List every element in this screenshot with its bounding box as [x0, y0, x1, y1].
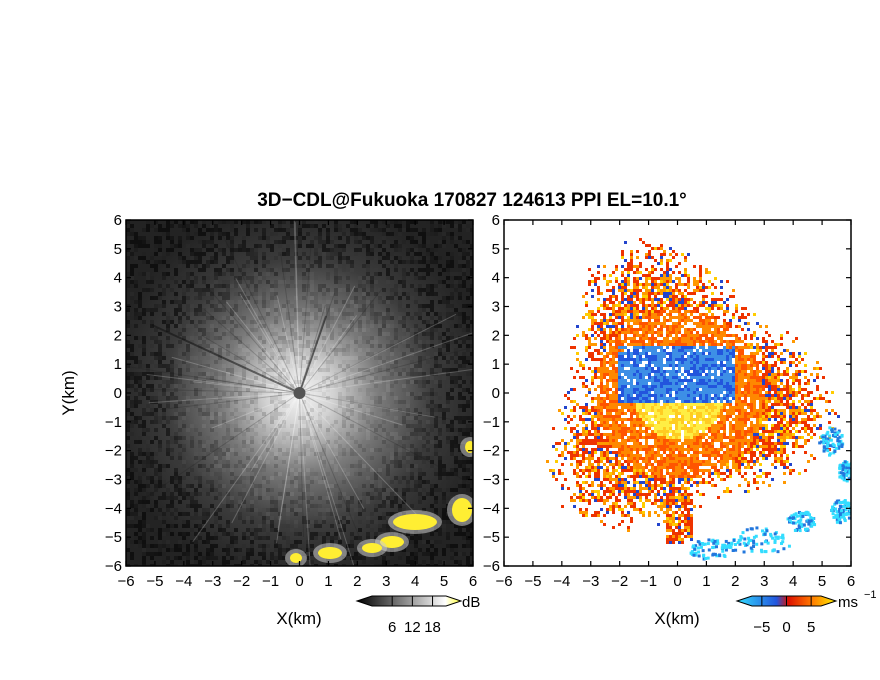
x-tick-label: 1 [702, 573, 710, 590]
y-tick-label: 0 [114, 385, 122, 402]
x-tick-label: 5 [440, 573, 448, 590]
y-tick-label: −3 [105, 472, 122, 489]
colorbar-tick-label: 0 [782, 619, 790, 636]
reflectivity-field [126, 220, 473, 566]
x-tick-label: −6 [495, 573, 512, 590]
y-tick-label: 6 [114, 212, 122, 229]
x-tick-label: 3 [382, 573, 390, 590]
reflectivity-ticks: −6 −5 −4 −3 −2 −1 0 1 2 3 4 5 6 6 5 4 3 2 1 0 −1 −2 −3 −4 −5 −6 [105, 212, 477, 590]
x-tick-label: −5 [146, 573, 163, 590]
y-tick-label: −2 [483, 443, 500, 460]
colorbar-tick-label: 18 [424, 619, 441, 636]
y-tick-label: −4 [105, 500, 122, 517]
reflectivity-colorbar: dB 6 12 18 [355, 594, 480, 636]
y-tick-label: 0 [492, 385, 500, 402]
chart-title: 3D−CDL@Fukuoka 170827 124613 PPI EL=10.1… [257, 190, 687, 211]
y-tick-label: 4 [114, 270, 122, 287]
x-tick-label: −6 [117, 573, 134, 590]
x-tick-label: −1 [640, 573, 657, 590]
y-tick-label: −4 [483, 500, 500, 517]
y-tick-label: 4 [492, 270, 500, 287]
colorbar-tick-label: −5 [753, 619, 770, 636]
x-tick-label: 6 [469, 573, 477, 590]
y-tick-label: −2 [105, 443, 122, 460]
x-tick-label: 0 [295, 573, 303, 590]
x-tick-label: 0 [673, 573, 681, 590]
y-tick-label: 3 [492, 299, 500, 316]
x-tick-label: 6 [847, 573, 855, 590]
velocity-panel: −6 −5 −4 −3 −2 −1 0 1 2 3 4 5 6 6 5 4 3 2 1 0 −1 −2 −3 −4 −5 −6 X… [483, 212, 877, 636]
x-tick-label: 2 [353, 573, 361, 590]
reflectivity-colorbar-unit: dB [462, 594, 480, 611]
y-tick-label: 5 [114, 241, 122, 258]
velocity-colorbar-unit-exponent: −1 [864, 589, 877, 601]
velocity-x-axis-label: X(km) [654, 609, 699, 628]
x-tick-label: 3 [760, 573, 768, 590]
reflectivity-y-axis-label: Y(km) [59, 370, 78, 415]
y-tick-label: 6 [492, 212, 500, 229]
y-tick-label: −5 [483, 529, 500, 546]
x-tick-label: −2 [611, 573, 628, 590]
x-tick-label: −3 [204, 573, 221, 590]
velocity-colorbar: ms −1 −5 0 5 [735, 589, 877, 636]
colorbar-tick-label: 6 [388, 619, 396, 636]
y-tick-label: 5 [492, 241, 500, 258]
x-tick-label: 2 [731, 573, 739, 590]
colorbar-tick-label: 5 [807, 619, 815, 636]
x-tick-label: −5 [524, 573, 541, 590]
velocity-field [546, 238, 851, 561]
x-tick-label: 5 [818, 573, 826, 590]
y-tick-label: 3 [114, 299, 122, 316]
y-tick-label: 1 [114, 356, 122, 373]
y-tick-label: −6 [483, 558, 500, 575]
y-tick-label: 1 [492, 356, 500, 373]
reflectivity-x-axis-label: X(km) [276, 609, 321, 628]
colorbar-tick-label: 12 [404, 619, 421, 636]
velocity-colorbar-unit: ms [838, 594, 858, 611]
y-tick-label: −6 [105, 558, 122, 575]
y-tick-label: 2 [492, 327, 500, 344]
y-tick-label: −5 [105, 529, 122, 546]
velocity-ticks: −6 −5 −4 −3 −2 −1 0 1 2 3 4 5 6 6 5 4 3 2 1 0 −1 −2 −3 −4 −5 −6 [483, 212, 855, 590]
x-tick-label: −4 [175, 573, 192, 590]
x-tick-label: 4 [789, 573, 797, 590]
y-tick-label: 2 [114, 327, 122, 344]
radar-site-marker [293, 387, 306, 399]
x-tick-label: −2 [233, 573, 250, 590]
y-tick-label: −1 [105, 414, 122, 431]
x-tick-label: −1 [262, 573, 279, 590]
x-tick-label: −3 [582, 573, 599, 590]
x-tick-label: 1 [324, 573, 332, 590]
y-tick-label: −1 [483, 414, 500, 431]
x-tick-label: −4 [553, 573, 570, 590]
x-tick-label: 4 [411, 573, 419, 590]
y-tick-label: −3 [483, 472, 500, 489]
